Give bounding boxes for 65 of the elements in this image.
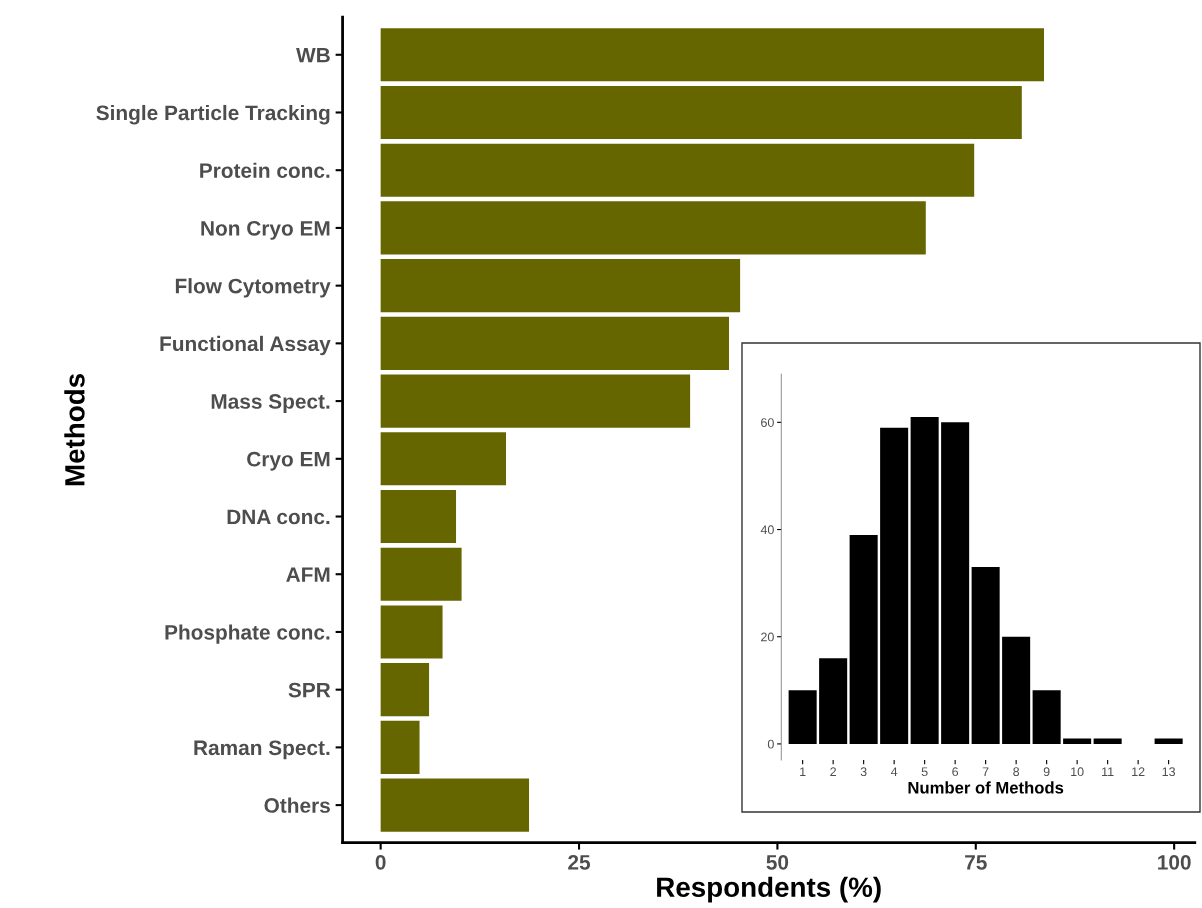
y-tick-label: Phosphate conc.	[165, 624, 330, 644]
x-tick-label: 100	[1158, 854, 1191, 870]
x-tick-label: 0	[375, 854, 386, 870]
x-tick-label: 12	[1132, 767, 1145, 776]
y-tick-label: Others	[264, 797, 330, 813]
bar	[380, 374, 691, 428]
bar	[788, 690, 817, 744]
x-axis-title: Respondents (%)	[657, 876, 881, 903]
bar	[380, 720, 420, 774]
y-tick-label: DNA conc.	[227, 509, 330, 525]
bar	[819, 658, 848, 744]
y-tick-label: Mass Spect.	[211, 394, 330, 413]
x-tick-label: 5	[921, 767, 928, 777]
y-axis-title: Methods	[64, 373, 85, 486]
y-tick-label: 20	[761, 632, 774, 642]
x-tick-label: 75	[965, 855, 987, 870]
y-tick-label: 0	[767, 739, 774, 749]
bar	[849, 534, 878, 744]
x-tick-label: 7	[982, 767, 989, 776]
y-tick-label: 60	[761, 418, 774, 427]
bar	[380, 28, 1045, 82]
bar	[971, 567, 1000, 744]
y-tick-label: 40	[760, 525, 774, 535]
bar	[880, 427, 909, 744]
y-tick-label: Protein conc.	[200, 162, 330, 178]
bar	[1154, 738, 1183, 744]
x-tick-label: 2	[830, 767, 836, 776]
bar	[380, 432, 507, 486]
x-tick-label: 9	[1043, 767, 1050, 777]
bar	[380, 143, 975, 197]
y-tick-label: WB	[296, 47, 330, 63]
x-tick-label: 3	[860, 767, 867, 777]
y-tick-label: Raman Spect.	[194, 740, 330, 760]
y-tick-label: SPR	[288, 682, 331, 698]
bar	[380, 663, 430, 717]
x-tick-label: 4	[890, 767, 898, 776]
x-tick-label: 25	[568, 854, 591, 870]
bar	[1063, 738, 1092, 744]
bar	[380, 778, 530, 832]
x-axis-title: Number of Methods	[908, 781, 1064, 794]
x-tick-label: 1	[800, 767, 806, 776]
x-tick-label: 13	[1162, 767, 1176, 777]
bar	[380, 316, 729, 370]
x-tick-label: 8	[1013, 767, 1020, 777]
bar	[380, 85, 1022, 140]
y-tick-label: Single Particle Tracking	[96, 104, 330, 125]
bar	[380, 547, 462, 601]
y-tick-label: Cryo EM	[247, 451, 330, 471]
bar	[380, 605, 443, 659]
y-tick-label: Functional Assay	[160, 335, 331, 356]
x-tick-label: 6	[952, 767, 959, 777]
y-tick-label: Non Cryo EM	[201, 220, 330, 240]
y-tick-label: AFM	[286, 567, 330, 582]
bar	[1002, 636, 1031, 744]
bar	[380, 201, 926, 255]
bar	[380, 489, 457, 544]
x-tick-label: 11	[1102, 767, 1114, 776]
bar	[910, 416, 939, 744]
y-tick-label: Flow Cytometry	[175, 278, 331, 298]
bar	[1032, 690, 1061, 744]
bar	[941, 422, 970, 744]
x-tick-label: 10	[1071, 767, 1084, 777]
bar	[1093, 738, 1122, 744]
bar	[380, 259, 741, 313]
x-tick-label: 50	[766, 854, 789, 870]
